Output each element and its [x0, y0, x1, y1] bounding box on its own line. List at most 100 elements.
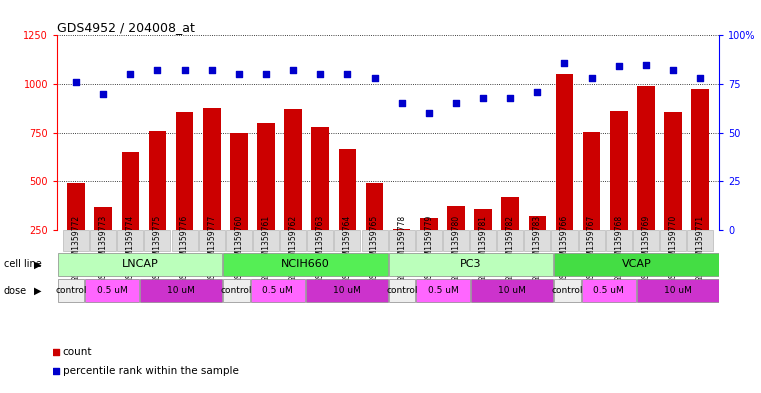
Point — [640, 61, 652, 68]
FancyBboxPatch shape — [306, 279, 387, 302]
Text: GSM1359765: GSM1359765 — [370, 215, 379, 266]
FancyBboxPatch shape — [581, 279, 636, 302]
Text: GSM1359779: GSM1359779 — [425, 215, 433, 266]
Point — [613, 63, 625, 70]
Text: control: control — [221, 286, 252, 295]
FancyBboxPatch shape — [117, 230, 143, 251]
FancyBboxPatch shape — [145, 230, 170, 251]
Point — [559, 59, 571, 66]
Text: GSM1359782: GSM1359782 — [506, 215, 514, 266]
FancyBboxPatch shape — [416, 279, 470, 302]
Text: 10 uM: 10 uM — [333, 286, 361, 295]
Bar — [67, 183, 85, 279]
Text: GSM1359773: GSM1359773 — [99, 215, 108, 266]
FancyBboxPatch shape — [226, 230, 252, 251]
Text: 10 uM: 10 uM — [167, 286, 195, 295]
Point — [368, 75, 380, 81]
Text: 10 uM: 10 uM — [664, 286, 692, 295]
FancyBboxPatch shape — [91, 230, 116, 251]
FancyBboxPatch shape — [361, 230, 387, 251]
Point — [396, 100, 408, 107]
Bar — [339, 149, 356, 279]
Point — [585, 75, 597, 81]
FancyBboxPatch shape — [334, 230, 361, 251]
Text: 0.5 uM: 0.5 uM — [263, 286, 293, 295]
FancyBboxPatch shape — [554, 279, 581, 302]
Text: GSM1359777: GSM1359777 — [207, 215, 216, 266]
Point — [667, 67, 679, 73]
Bar — [447, 206, 465, 279]
Text: GSM1359763: GSM1359763 — [316, 215, 325, 266]
Text: GSM1359767: GSM1359767 — [587, 215, 596, 266]
Text: GSM1359769: GSM1359769 — [642, 215, 651, 266]
Text: GSM1359766: GSM1359766 — [560, 215, 569, 266]
Text: GSM1359772: GSM1359772 — [72, 215, 81, 266]
FancyBboxPatch shape — [389, 279, 416, 302]
Text: 0.5 uM: 0.5 uM — [428, 286, 459, 295]
Point — [97, 90, 110, 97]
Point — [205, 67, 218, 73]
Point — [531, 89, 543, 95]
FancyBboxPatch shape — [470, 230, 496, 251]
Bar — [610, 111, 628, 279]
FancyBboxPatch shape — [524, 230, 550, 251]
FancyBboxPatch shape — [637, 279, 718, 302]
Text: 0.5 uM: 0.5 uM — [97, 286, 128, 295]
Bar — [285, 109, 302, 279]
Text: GSM1359783: GSM1359783 — [533, 215, 542, 266]
Point — [265, 269, 277, 275]
Point — [314, 71, 326, 77]
Bar — [664, 112, 682, 279]
Bar — [366, 183, 384, 279]
Text: GSM1359770: GSM1359770 — [668, 215, 677, 266]
Bar — [501, 197, 519, 279]
Text: GSM1359760: GSM1359760 — [234, 215, 244, 266]
Text: GSM1359776: GSM1359776 — [180, 215, 189, 266]
FancyBboxPatch shape — [253, 230, 279, 251]
FancyBboxPatch shape — [578, 230, 605, 251]
Text: 10 uM: 10 uM — [498, 286, 526, 295]
FancyBboxPatch shape — [497, 230, 524, 251]
Text: dose: dose — [4, 286, 27, 296]
Bar — [148, 131, 167, 279]
FancyBboxPatch shape — [416, 230, 442, 251]
Bar — [393, 229, 410, 279]
Text: GSM1359780: GSM1359780 — [451, 215, 460, 266]
FancyBboxPatch shape — [199, 230, 224, 251]
FancyBboxPatch shape — [687, 230, 713, 251]
FancyBboxPatch shape — [85, 279, 139, 302]
Point — [70, 79, 82, 85]
Text: GSM1359781: GSM1359781 — [479, 215, 488, 266]
Bar — [122, 152, 139, 279]
Bar — [257, 123, 275, 279]
FancyBboxPatch shape — [223, 279, 250, 302]
Text: cell line: cell line — [4, 259, 42, 269]
Bar — [556, 74, 573, 279]
FancyBboxPatch shape — [250, 279, 305, 302]
Bar — [474, 209, 492, 279]
FancyBboxPatch shape — [389, 230, 415, 251]
Text: count: count — [62, 347, 92, 357]
Text: GSM1359762: GSM1359762 — [288, 215, 298, 266]
Bar — [94, 207, 112, 279]
Bar — [311, 127, 329, 279]
Text: GSM1359761: GSM1359761 — [262, 215, 270, 266]
Text: GSM1359774: GSM1359774 — [126, 215, 135, 266]
Bar — [637, 86, 654, 279]
Bar — [230, 132, 247, 279]
Text: LNCAP: LNCAP — [122, 259, 158, 269]
Point — [422, 110, 435, 116]
FancyBboxPatch shape — [140, 279, 222, 302]
Bar — [176, 112, 193, 279]
Point — [265, 90, 277, 97]
Bar — [203, 108, 221, 279]
Text: GSM1359764: GSM1359764 — [343, 215, 352, 266]
FancyBboxPatch shape — [606, 230, 632, 251]
FancyBboxPatch shape — [660, 230, 686, 251]
Point — [477, 94, 489, 101]
FancyBboxPatch shape — [171, 230, 198, 251]
FancyBboxPatch shape — [389, 253, 553, 276]
Point — [151, 67, 164, 73]
Bar — [691, 89, 709, 279]
FancyBboxPatch shape — [58, 279, 84, 302]
